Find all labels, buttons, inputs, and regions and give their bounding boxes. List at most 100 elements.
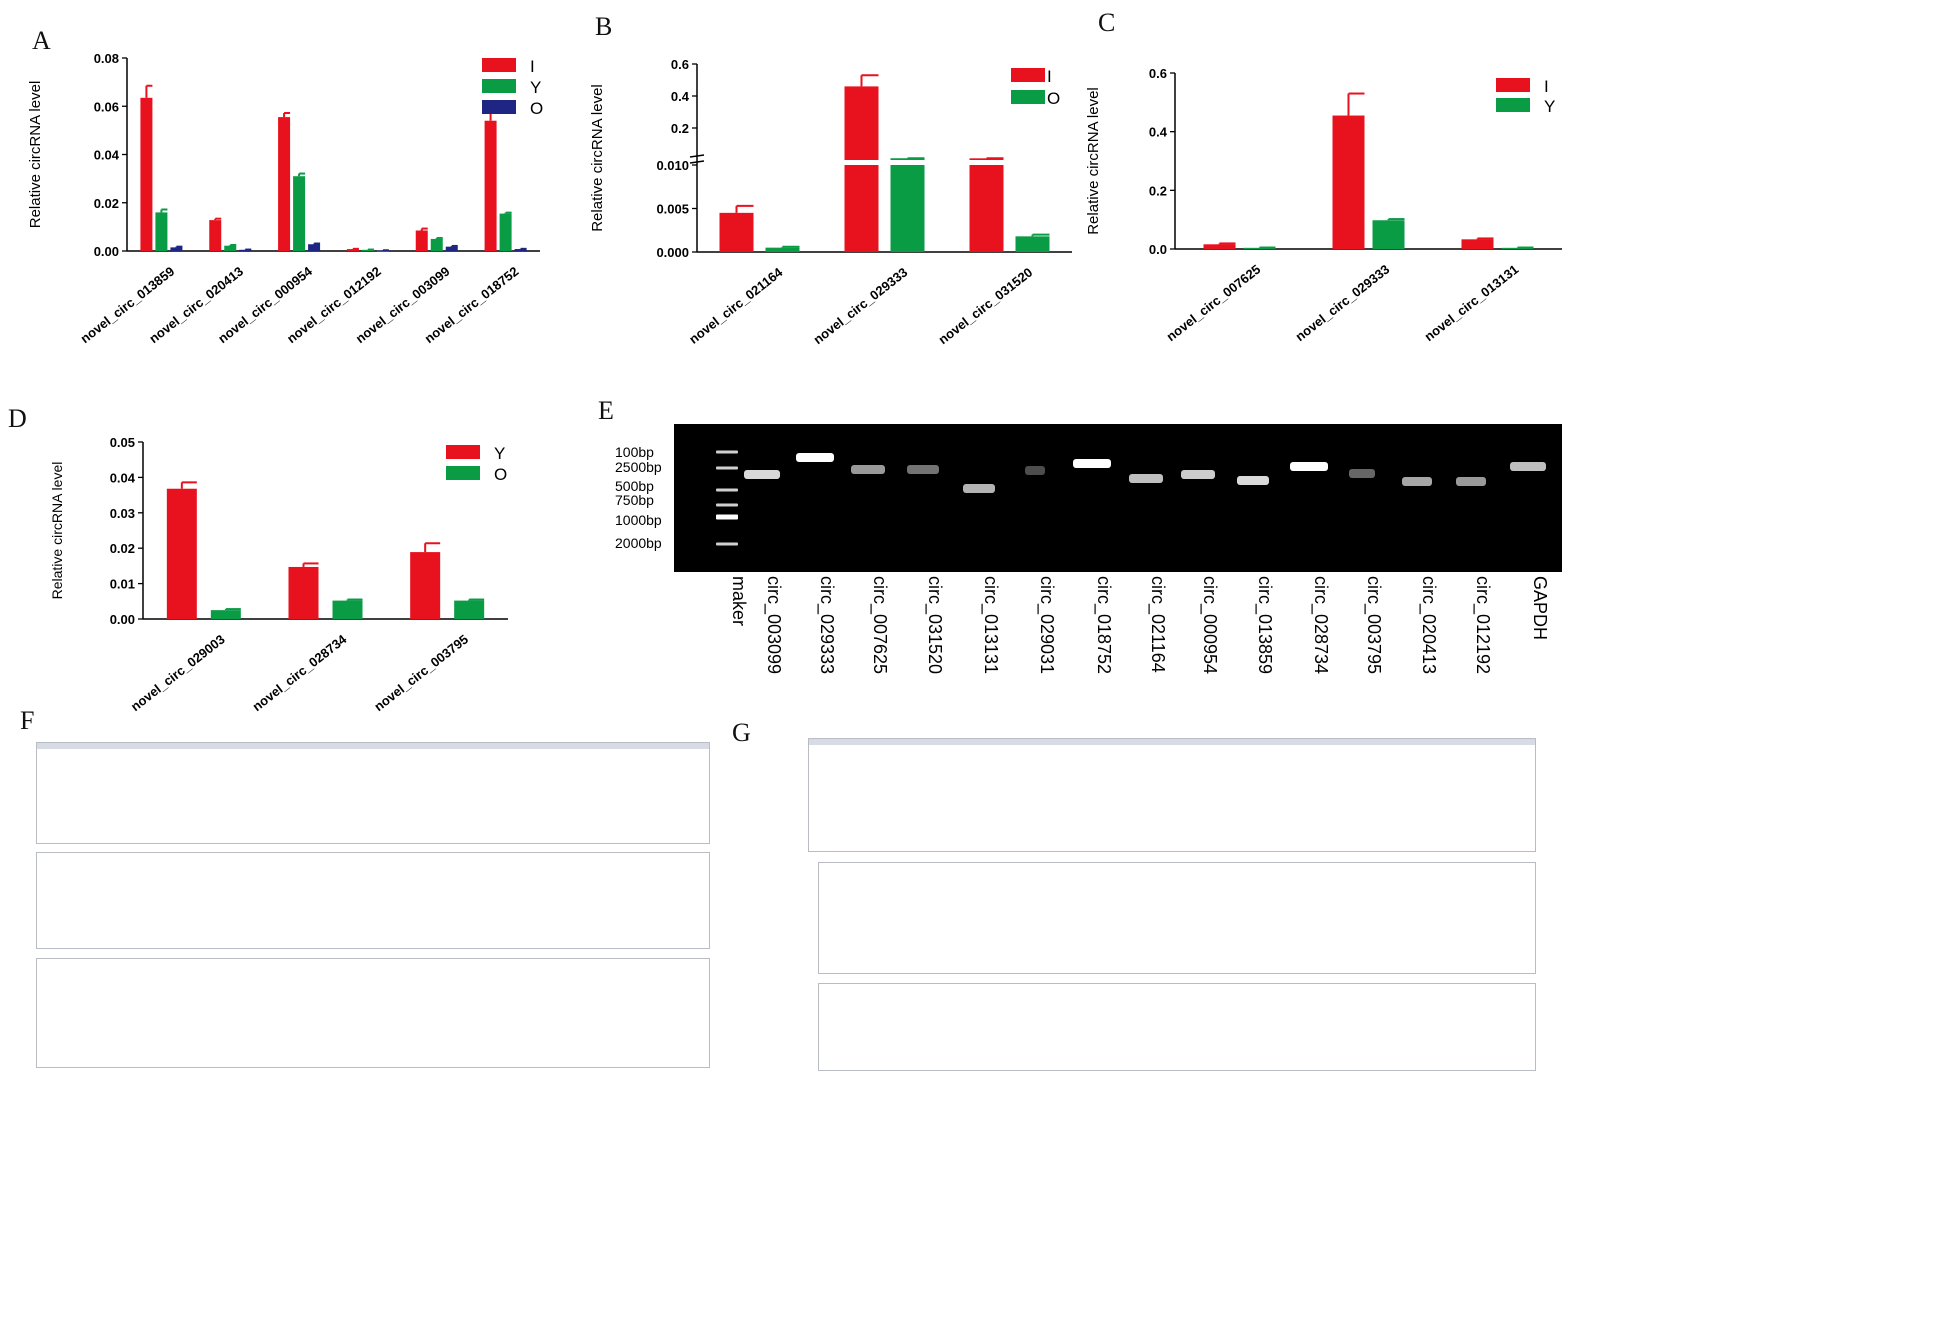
y-tick-label-B-high-0: 0.2	[671, 121, 689, 136]
bar-A-O-4	[445, 246, 458, 251]
ladder-band-0	[716, 450, 738, 454]
legend-label-A-I: I	[530, 57, 535, 76]
y-axis-label-D: Relative circRNA level	[49, 462, 65, 600]
y-tick-label-D-4: 0.04	[110, 470, 136, 485]
bar-D-O-2	[454, 600, 485, 619]
gel-lane-label-5: circ_013131	[980, 576, 1001, 674]
bar-A-I-0	[140, 97, 153, 252]
bar-A-I-4	[415, 230, 428, 251]
x-tick-label-D-0: novel_circ_029003	[128, 632, 228, 715]
x-tick-label-D-2: novel_circ_003795	[371, 632, 471, 715]
gel-lane-label-1: circ_003099	[763, 576, 784, 674]
y-tick-label-C-1: 0.2	[1149, 183, 1167, 198]
gel-lane-label-4: circ_031520	[924, 576, 945, 674]
bar-A-O-5	[514, 249, 527, 251]
legend-label-C-Y: Y	[1544, 97, 1555, 116]
chromatogram-f-3	[36, 958, 710, 1068]
panel-letter-c: C	[1098, 8, 1116, 37]
ladder-label-3: 750bp	[615, 492, 654, 508]
gel-band-circ_018752	[1073, 459, 1111, 468]
x-tick-label-B-1: novel_circ_029333	[811, 265, 911, 348]
x-tick-label-B-0: novel_circ_021164	[686, 264, 786, 347]
gel-band-circ_013859	[1237, 476, 1269, 485]
gel-band-circ_029031	[1025, 466, 1045, 475]
bar-break-B-O-1	[889, 160, 926, 165]
legend-swatch-C-Y	[1496, 98, 1530, 112]
ladder-label-5: 2000bp	[615, 535, 662, 551]
y-tick-label-D-0: 0.00	[110, 612, 135, 627]
bar-A-I-3	[346, 249, 359, 251]
gel-lane-label-7: circ_018752	[1093, 576, 1114, 674]
gel-lane-label-0: maker	[729, 576, 749, 626]
bar-C-I-1	[1332, 115, 1365, 250]
gel-band-circ_003099	[744, 470, 780, 479]
y-tick-label-D-5: 0.05	[110, 435, 135, 450]
bar-B-O-2	[1015, 236, 1050, 252]
bar-D-Y-2	[410, 552, 441, 619]
y-tick-label-B-low-1: 0.005	[656, 202, 689, 217]
gel-band-circ_000954	[1181, 470, 1215, 479]
gel-band-circ_003795	[1349, 469, 1375, 478]
y-tick-label-B-high-1: 0.4	[671, 89, 690, 104]
ladder-band-3	[716, 503, 738, 507]
axis-break-B-1	[689, 154, 705, 158]
y-tick-label-D-1: 0.01	[110, 577, 135, 592]
gel-band-circ_021164	[1129, 474, 1163, 483]
legend-label-C-I: I	[1544, 77, 1549, 96]
bar-B-I-2-lower	[969, 165, 1004, 252]
ladder-band-4	[716, 514, 738, 520]
y-tick-label-A-4: 0.08	[94, 51, 119, 66]
bar-A-Y-1	[224, 245, 237, 251]
chromatogram-g-3	[818, 983, 1536, 1071]
ladder-band-2	[716, 488, 738, 492]
panel-letter-b: B	[595, 12, 613, 41]
legend-label-D-O: O	[494, 465, 507, 484]
legend-label-A-Y: Y	[530, 78, 541, 97]
gel-lane-label-9: circ_000954	[1199, 576, 1220, 674]
bar-A-Y-4	[430, 238, 443, 251]
gel-band-circ_013131	[963, 484, 995, 493]
y-axis-label-B: Relative circRNA level	[589, 84, 606, 232]
legend-swatch-A-O	[482, 100, 516, 114]
gel-lane-label-13: circ_020413	[1418, 576, 1439, 674]
gel-lane-label-10: circ_013859	[1254, 576, 1275, 674]
legend-swatch-B-O	[1011, 90, 1045, 104]
gel-band-circ_031520	[907, 465, 939, 474]
bar-C-Y-1	[1372, 220, 1405, 249]
y-tick-label-D-2: 0.02	[110, 541, 135, 556]
panel-letter-f: F	[20, 706, 35, 735]
chromatogram-g-1	[808, 738, 1536, 852]
ladder-band-5	[716, 542, 738, 546]
legend-swatch-A-I	[482, 58, 516, 72]
bar-A-O-2	[308, 244, 321, 251]
y-tick-label-A-0: 0.00	[94, 244, 119, 259]
gel-lane-label-14: circ_012192	[1472, 576, 1493, 674]
legend-label-B-I: I	[1047, 67, 1052, 86]
panel-letter-g: G	[732, 718, 751, 747]
gel-band-circ_029333	[796, 453, 834, 462]
gel-image	[674, 424, 1562, 572]
axis-break-B-2	[689, 160, 705, 164]
bar-B-O-0	[765, 247, 800, 252]
bar-A-Y-5	[499, 213, 512, 251]
bar-A-Y-2	[293, 176, 306, 251]
ladder-band-1	[716, 466, 738, 470]
legend-swatch-B-I	[1011, 68, 1045, 82]
bar-D-O-1	[332, 600, 363, 619]
y-tick-label-B-high-2: 0.6	[671, 57, 689, 72]
ladder-label-0: 100bp	[615, 444, 654, 460]
y-tick-label-B-low-0: 0.000	[656, 245, 689, 260]
x-tick-label-D-1: novel_circ_028734	[250, 631, 350, 714]
bar-D-O-0	[210, 610, 241, 619]
legend-swatch-D-O	[446, 466, 480, 480]
y-tick-label-C-2: 0.4	[1149, 125, 1168, 140]
x-tick-label-C-2: novel_circ_013131	[1422, 262, 1522, 345]
y-tick-label-A-3: 0.06	[94, 99, 119, 114]
gel-lane-label-15: GAPDH	[1530, 576, 1550, 640]
legend-swatch-A-Y	[482, 79, 516, 93]
gel-band-circ_028734	[1290, 462, 1328, 471]
bar-C-I-2	[1461, 239, 1494, 249]
bar-break-B-I-1	[843, 160, 880, 165]
gel-lane-label-3: circ_007625	[869, 576, 890, 674]
